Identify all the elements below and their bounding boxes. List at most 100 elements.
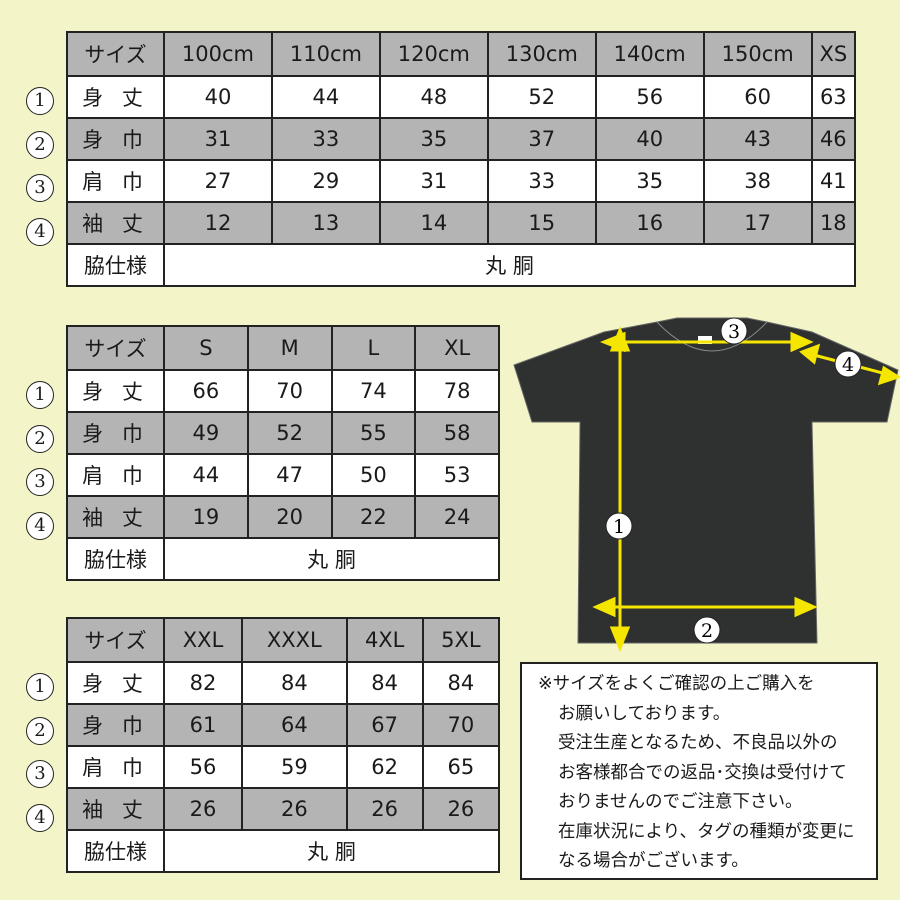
- table-cell: 63: [810, 75, 857, 119]
- circled-number-4: 4: [26, 511, 54, 540]
- size-table: サイズ 100cm 110cm 120cm 130cm 140cm 150cm XS 身 丈 40…: [66, 31, 857, 287]
- tshirt-collar: [656, 321, 768, 352]
- table-cell: 18: [810, 201, 857, 245]
- table-cell: 43: [702, 117, 813, 161]
- table-row: 身 丈 82 84 84 84: [66, 661, 501, 705]
- table-cell: 60: [702, 75, 813, 119]
- table-cell: 62: [345, 745, 424, 789]
- table-cell: 27: [163, 159, 273, 203]
- size-header: 150cm: [702, 31, 813, 77]
- table-cell: 17: [702, 201, 813, 245]
- table-cell: 33: [270, 117, 381, 161]
- table-cell: 13: [270, 201, 381, 245]
- table-row: 肩 巾 27 29 31 33 35 38 41: [66, 159, 857, 203]
- size-table: サイズ S M L XL 身 丈 66 70 74 78 身 巾 49 52 55 58 肩 巾 44 47 50 5…: [66, 325, 500, 581]
- table-cell: 12: [163, 201, 273, 245]
- tshirt-shape: [513, 317, 899, 644]
- header-row: サイズ S M L XL: [66, 325, 500, 371]
- circled-number-2: 2: [26, 130, 54, 159]
- table-cell: 67: [345, 703, 424, 747]
- table-cell: 14: [378, 201, 489, 245]
- row-label: 袖 丈: [66, 495, 165, 539]
- table-cell: 84: [421, 661, 501, 705]
- circled-number-3: 3: [26, 174, 54, 202]
- side-spec-value: 丸 胴: [163, 829, 500, 873]
- circled-number-4: 4: [26, 217, 54, 246]
- table-cell: 22: [330, 495, 417, 539]
- notice-box: ※サイズをよくご確認の上ご購入を お願いしております。 受注生産となるため、不良…: [520, 662, 878, 880]
- marker-2-label: 2: [701, 620, 713, 642]
- table-cell: 74: [330, 369, 417, 413]
- circled-number-2: 2: [26, 716, 54, 745]
- row-label: 袖 丈: [66, 201, 165, 245]
- table-cell: 58: [414, 411, 500, 455]
- table-cell: 26: [162, 787, 244, 831]
- notice-line: おりませんのでご注意下さい。: [558, 792, 803, 812]
- table-row: 身 丈 66 70 74 78: [66, 369, 500, 413]
- tshirt-diagram: 1 2 3 4: [513, 317, 900, 653]
- marker-1-label: 1: [613, 516, 625, 538]
- table-cell: 26: [421, 787, 501, 831]
- table-row: 袖 丈 26 26 26 26: [66, 787, 501, 831]
- size-header: L: [330, 325, 417, 371]
- table-cell: 35: [378, 117, 489, 161]
- circled-number-3: 3: [26, 468, 54, 496]
- table-cell: 48: [378, 75, 489, 119]
- notice-line: 在庫状況により、タグの種類が変更に: [558, 821, 855, 842]
- table-cell: 55: [330, 411, 417, 455]
- table-cell: 61: [162, 703, 244, 747]
- row-label: 袖 丈: [66, 787, 165, 831]
- marker-4-label: 4: [842, 354, 854, 376]
- side-spec-row: 脇仕様丸 胴: [66, 537, 500, 581]
- row-label: 身 丈: [66, 75, 165, 119]
- size-header: XL: [414, 325, 500, 371]
- table-cell: 20: [246, 495, 333, 539]
- table-row: 袖 丈 19 20 22 24: [66, 495, 500, 539]
- table-row: 袖 丈 12 13 14 15 16 17 18: [66, 201, 857, 245]
- table-cell: 82: [162, 661, 244, 705]
- header-row: サイズ XXL XXXL 4XL 5XL: [66, 617, 501, 663]
- row-label: 肩 巾: [66, 453, 165, 497]
- size-header: 4XL: [345, 617, 424, 663]
- table-cell: 66: [163, 369, 249, 413]
- notice-line: お願いしております。: [558, 703, 731, 724]
- table-cell: 31: [378, 159, 489, 203]
- table-cell: 29: [270, 159, 381, 203]
- table-cell: 44: [270, 75, 381, 119]
- size-header: XXL: [162, 617, 244, 663]
- row-label: 身 丈: [66, 661, 165, 705]
- row-label: 肩 巾: [66, 745, 165, 789]
- size-header: 5XL: [421, 617, 501, 663]
- table-cell: 40: [163, 75, 273, 119]
- side-spec-label: 脇仕様: [66, 537, 165, 581]
- table-row: 身 丈 40 44 48 52 56 60 63: [66, 75, 857, 119]
- notice-line: お客様都合での返品･交換は受付けて: [558, 762, 847, 783]
- size-header-label: サイズ: [66, 325, 165, 371]
- table-row: 身 巾 49 52 55 58: [66, 411, 500, 455]
- table-cell: 50: [330, 453, 417, 497]
- table-cell: 78: [414, 369, 500, 413]
- table-cell: 64: [241, 703, 348, 747]
- marker-3-label: 3: [728, 321, 740, 343]
- table-cell: 84: [241, 661, 348, 705]
- table-cell: 24: [414, 495, 500, 539]
- circled-number-1: 1: [26, 381, 54, 409]
- table-cell: 47: [246, 453, 333, 497]
- circled-number-1: 1: [26, 673, 54, 701]
- table-cell: 26: [345, 787, 424, 831]
- circled-number-4: 4: [26, 803, 54, 832]
- side-spec-value: 丸 胴: [163, 537, 500, 581]
- side-spec-row: 脇仕様丸 胴: [66, 243, 856, 287]
- marker-1: [605, 512, 633, 540]
- marker-2: [693, 616, 721, 644]
- table-cell: 41: [810, 159, 857, 203]
- size-header: 130cm: [486, 31, 597, 77]
- size-header: XS: [810, 31, 857, 77]
- table-cell: 52: [486, 75, 597, 119]
- table-cell: 35: [594, 159, 705, 203]
- circled-number-2: 2: [26, 424, 54, 453]
- marker-3: [720, 317, 748, 345]
- notice-line: ※サイズをよくご確認の上ご購入を: [538, 674, 815, 694]
- side-spec-label: 脇仕様: [66, 243, 165, 287]
- notice-line: 受注生産となるため、不良品以外の: [558, 733, 838, 753]
